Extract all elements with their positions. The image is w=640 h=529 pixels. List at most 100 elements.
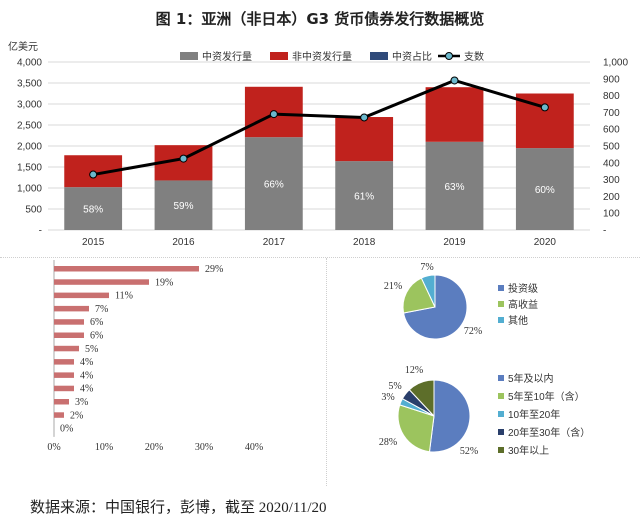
hbar-value-label-12: 0% xyxy=(60,424,73,435)
legend-label-3: 支数 xyxy=(464,50,484,63)
y2-tick-label-6: 600 xyxy=(603,125,620,136)
hbar-value-label-9: 4% xyxy=(80,384,93,395)
y-tick-label-8: 4,000 xyxy=(17,58,42,69)
hbar-value-label-2: 11% xyxy=(115,291,133,302)
y2-tick-label-3: 300 xyxy=(603,175,620,186)
hbar-10 xyxy=(54,399,69,405)
bar-non-china-2019 xyxy=(425,87,484,142)
tenor-pie-slice-4 xyxy=(408,379,435,418)
y2-tick-label-9: 900 xyxy=(603,74,620,85)
hbar-x-tick-0: 0% xyxy=(47,442,60,453)
count-point-2020 xyxy=(540,103,549,112)
hbar-value-label-5: 6% xyxy=(90,331,103,342)
count-line xyxy=(92,78,546,177)
share-label-2015: 58% xyxy=(83,205,103,216)
y-axis-unit: 亿美元 xyxy=(8,40,38,53)
hbar-x-tick-3: 30% xyxy=(195,442,213,453)
x-tick-label-2019: 2019 xyxy=(443,237,466,248)
divider-vertical xyxy=(326,258,327,486)
rating-pie-legend-label-2: 其他 xyxy=(508,314,528,327)
y-tick-label-6: 3,000 xyxy=(17,100,42,111)
tenor-pie-slice-0 xyxy=(428,379,471,453)
tenor-pie-value-label-4: 12% xyxy=(405,365,423,376)
share-label-2019: 63% xyxy=(444,182,464,193)
divider-horizontal xyxy=(0,257,640,258)
tenor-pie-legend-swatch-2 xyxy=(498,411,504,417)
hbar-x-tick-4: 40% xyxy=(245,442,263,453)
y-tick-label-2: 1,000 xyxy=(17,184,42,195)
hbar-value-label-1: 19% xyxy=(155,277,173,288)
count-point-2015 xyxy=(89,170,98,179)
tenor-pie-slice-1 xyxy=(397,404,435,453)
y-tick-label-0: - xyxy=(39,226,42,237)
y2-tick-label-1: 100 xyxy=(603,209,620,220)
hbar-value-label-4: 6% xyxy=(90,317,103,328)
tenor-pie-legend-swatch-3 xyxy=(498,429,504,435)
hbar-x-tick-2: 20% xyxy=(145,442,163,453)
tenor-pie-legend-label-2: 10年至20年 xyxy=(508,408,560,421)
count-point-2019 xyxy=(450,76,459,85)
legend-label-1: 非中资发行量 xyxy=(292,50,352,63)
hbar-value-label-10: 3% xyxy=(75,397,88,408)
y-tick-label-3: 1,500 xyxy=(17,163,42,174)
y2-tick-label-8: 800 xyxy=(603,91,620,102)
tenor-pie-legend-label-1: 5年至10年（含） xyxy=(508,390,585,403)
hbar-3 xyxy=(54,305,89,312)
tenor-pie-value-label-2: 3% xyxy=(381,392,394,403)
rating-pie-value-label-2: 7% xyxy=(420,262,433,273)
y2-tick-label-4: 400 xyxy=(603,158,620,169)
x-tick-label-2015: 2015 xyxy=(82,237,105,248)
hbar-7 xyxy=(54,359,74,365)
hbar-5 xyxy=(54,332,84,338)
bar-china-2019 xyxy=(425,141,484,230)
tenor-pie-legend-label-4: 30年以上 xyxy=(508,444,549,457)
horizontal-bar-chart: 29% 19% 11% 7% 6% 6% 5% 4% 4% 4% 3% 2% 0%0% 10% 20% 30%… xyxy=(47,260,263,453)
tenor-pie-legend-swatch-4 xyxy=(498,447,504,453)
y-tick-label-5: 2,500 xyxy=(17,121,42,132)
y2-tick-label-7: 700 xyxy=(603,108,620,119)
hbar-value-label-11: 2% xyxy=(70,410,83,421)
y2-tick-label-5: 500 xyxy=(603,142,620,153)
y-tick-label-4: 2,000 xyxy=(17,142,42,153)
bar-china-2016 xyxy=(154,180,213,230)
tenor-pie-legend-label-3: 20年至30年（含） xyxy=(508,426,590,439)
tenor-pie-legend-swatch-0 xyxy=(498,375,504,381)
hbar-value-label-0: 29% xyxy=(205,264,223,275)
rating-pie-value-label-1: 21% xyxy=(384,281,402,292)
tenor-pie-value-label-3: 5% xyxy=(388,381,401,392)
rating-pie-legend-swatch-2 xyxy=(498,317,504,323)
legend-swatch-0 xyxy=(180,52,198,60)
tenor-pie-chart: 52% 28% 3%5% 12% 5年及以内 5年至10年（含） 10年至20年 20年至30… xyxy=(379,365,590,457)
tenor-pie-legend-swatch-1 xyxy=(498,393,504,399)
rating-pie-legend-swatch-0 xyxy=(498,285,504,291)
y2-tick-label-0: - xyxy=(603,226,606,237)
share-label-2020: 60% xyxy=(535,185,555,196)
rating-pie-legend-label-0: 投资级 xyxy=(508,282,538,295)
hbar-11 xyxy=(54,412,64,418)
y2-tick-label-10: 1,000 xyxy=(603,58,628,69)
legend-label-2: 中资占比 xyxy=(392,50,432,63)
hbar-9 xyxy=(54,385,74,392)
legend-marker-swatch xyxy=(445,52,453,60)
bar-china-2017 xyxy=(244,137,303,230)
rating-pie-legend-label-1: 高收益 xyxy=(508,298,538,311)
hbar-6 xyxy=(54,345,79,352)
count-point-2016 xyxy=(179,154,188,163)
legend-label-0: 中资发行量 xyxy=(202,50,252,63)
x-tick-label-2020: 2020 xyxy=(534,237,557,248)
share-label-2017: 66% xyxy=(264,180,284,191)
bar-china-2020 xyxy=(515,148,574,230)
x-tick-label-2017: 2017 xyxy=(263,237,286,248)
share-label-2018: 61% xyxy=(354,192,374,203)
hbar-x-tick-1: 10% xyxy=(95,442,113,453)
tenor-pie-value-label-1: 28% xyxy=(379,437,397,448)
hbar-value-label-6: 5% xyxy=(85,344,98,355)
bar-china-2018 xyxy=(335,161,394,230)
hbar-0 xyxy=(54,266,199,272)
hbar-value-label-8: 4% xyxy=(80,370,93,381)
hbar-4 xyxy=(54,319,84,325)
rating-pie-value-label-0: 72% xyxy=(464,326,482,337)
share-label-2016: 59% xyxy=(173,201,193,212)
